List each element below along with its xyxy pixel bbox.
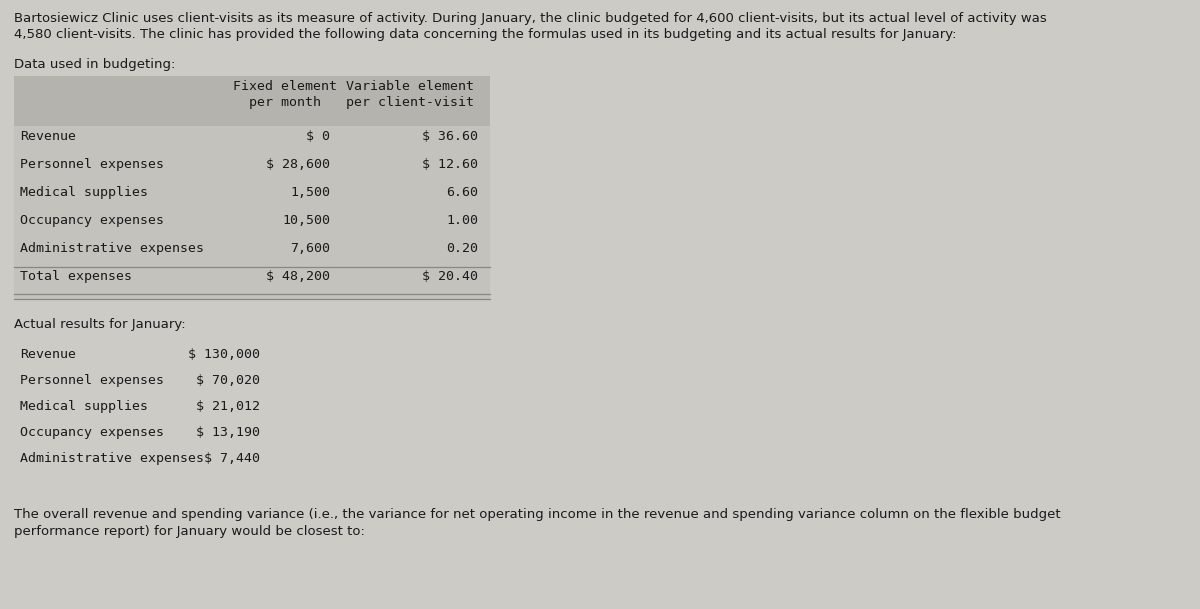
Text: $ 36.60: $ 36.60 bbox=[422, 130, 478, 143]
Text: $ 28,600: $ 28,600 bbox=[266, 158, 330, 171]
Text: 10,500: 10,500 bbox=[282, 214, 330, 227]
Text: $ 130,000: $ 130,000 bbox=[188, 348, 260, 361]
Text: $ 0: $ 0 bbox=[306, 130, 330, 143]
Text: Personnel expenses: Personnel expenses bbox=[20, 374, 164, 387]
Text: 1.00: 1.00 bbox=[446, 214, 478, 227]
Text: Bartosiewicz Clinic uses client-visits as its measure of activity. During Januar: Bartosiewicz Clinic uses client-visits a… bbox=[14, 12, 1046, 25]
Text: 1,500: 1,500 bbox=[290, 186, 330, 199]
Text: Personnel expenses: Personnel expenses bbox=[20, 158, 164, 171]
Text: Occupancy expenses: Occupancy expenses bbox=[20, 214, 164, 227]
Text: Fixed element: Fixed element bbox=[233, 80, 337, 93]
Text: 7,600: 7,600 bbox=[290, 242, 330, 255]
Text: performance report) for January would be closest to:: performance report) for January would be… bbox=[14, 525, 365, 538]
Bar bbox=[14, 76, 490, 126]
Text: 0.20: 0.20 bbox=[446, 242, 478, 255]
Text: Actual results for January:: Actual results for January: bbox=[14, 318, 186, 331]
Text: Total expenses: Total expenses bbox=[20, 270, 132, 283]
Text: Medical supplies: Medical supplies bbox=[20, 186, 148, 199]
Text: Data used in budgeting:: Data used in budgeting: bbox=[14, 58, 175, 71]
Text: $ 70,020: $ 70,020 bbox=[196, 374, 260, 387]
Text: The overall revenue and spending variance (i.e., the variance for net operating : The overall revenue and spending varianc… bbox=[14, 508, 1061, 521]
Text: 6.60: 6.60 bbox=[446, 186, 478, 199]
Text: $ 13,190: $ 13,190 bbox=[196, 426, 260, 439]
Text: per month: per month bbox=[250, 96, 322, 109]
Text: $ 48,200: $ 48,200 bbox=[266, 270, 330, 283]
Text: per client-visit: per client-visit bbox=[346, 96, 474, 109]
Text: 4,580 client-visits. The clinic has provided the following data concerning the f: 4,580 client-visits. The clinic has prov… bbox=[14, 28, 956, 41]
Text: Administrative expenses: Administrative expenses bbox=[20, 452, 204, 465]
Text: Occupancy expenses: Occupancy expenses bbox=[20, 426, 164, 439]
Text: Medical supplies: Medical supplies bbox=[20, 400, 148, 413]
Text: Revenue: Revenue bbox=[20, 348, 76, 361]
Text: Administrative expenses: Administrative expenses bbox=[20, 242, 204, 255]
Text: Variable element: Variable element bbox=[346, 80, 474, 93]
Text: $ 21,012: $ 21,012 bbox=[196, 400, 260, 413]
Text: Revenue: Revenue bbox=[20, 130, 76, 143]
Text: $ 7,440: $ 7,440 bbox=[204, 452, 260, 465]
Text: $ 20.40: $ 20.40 bbox=[422, 270, 478, 283]
Bar bbox=[14, 76, 490, 300]
Text: $ 12.60: $ 12.60 bbox=[422, 158, 478, 171]
